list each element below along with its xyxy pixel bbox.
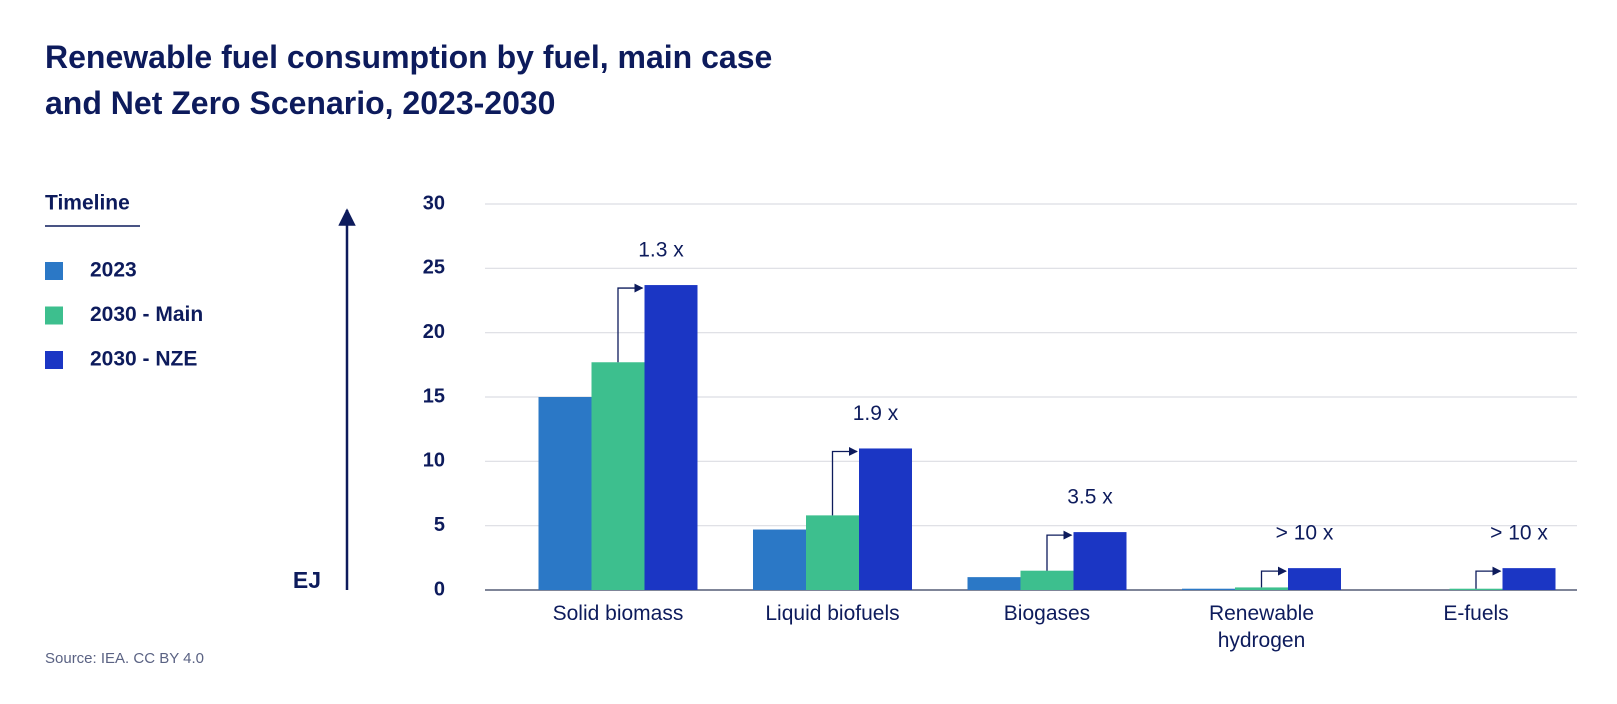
y-tick-label: 25 <box>423 257 445 279</box>
x-tick-label: Solid biomass <box>552 602 684 625</box>
annotation: > 10 x <box>1490 522 1548 545</box>
growth-arrow <box>617 283 644 363</box>
growth-arrow <box>1475 566 1502 589</box>
bar <box>538 397 592 590</box>
annotation: 1.3 x <box>638 239 684 262</box>
growth-arrow <box>1046 530 1073 571</box>
y-tick-label: 0 <box>434 578 445 600</box>
bar <box>1502 568 1556 590</box>
source-note: Source: IEA. CC BY 4.0 <box>45 650 204 667</box>
legend-label: 2030 - Main <box>90 303 203 326</box>
bar <box>806 515 859 590</box>
x-tick-label: Biogases <box>1003 602 1091 625</box>
bar <box>753 529 806 590</box>
legend-label: 2030 - NZE <box>90 348 197 371</box>
legend-swatch <box>45 262 63 280</box>
legend-label: 2023 <box>90 259 137 282</box>
bar <box>967 577 1021 590</box>
x-tick-label: E-fuels <box>1443 602 1509 625</box>
bar <box>859 448 912 590</box>
annotation: 1.9 x <box>853 402 899 425</box>
bar <box>1288 568 1341 590</box>
bar <box>1235 587 1288 590</box>
y-tick-label: 10 <box>423 450 445 472</box>
y-tick-label: 15 <box>423 385 445 407</box>
bar <box>644 285 698 590</box>
growth-arrow <box>831 446 858 516</box>
annotation: > 10 x <box>1276 522 1334 545</box>
y-tick-label: 5 <box>434 514 445 536</box>
bar <box>1449 588 1503 590</box>
bar <box>1020 570 1074 590</box>
legend-swatch <box>45 351 63 369</box>
y-tick-label: 30 <box>423 192 445 214</box>
growth-arrow <box>1260 566 1287 588</box>
legend-title: Timeline <box>45 192 130 215</box>
legend-swatch <box>45 306 63 325</box>
bar <box>1182 588 1235 590</box>
bar <box>591 362 645 590</box>
y-tick-label: 20 <box>423 321 445 343</box>
x-tick-label: Renewable hydrogen <box>1208 602 1315 652</box>
y-axis-label: EJ <box>293 567 321 593</box>
annotation: 3.5 x <box>1067 486 1113 509</box>
bar <box>1073 532 1127 590</box>
chart-title: Renewable fuel consumption by fuel, main… <box>45 39 773 121</box>
x-tick-label: Liquid biofuels <box>765 602 900 625</box>
